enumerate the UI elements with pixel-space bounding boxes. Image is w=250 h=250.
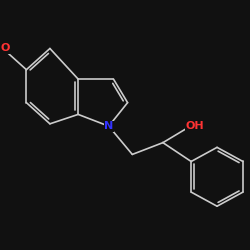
Text: N: N <box>104 121 114 131</box>
Text: O: O <box>0 44 10 54</box>
Text: OH: OH <box>185 121 204 131</box>
